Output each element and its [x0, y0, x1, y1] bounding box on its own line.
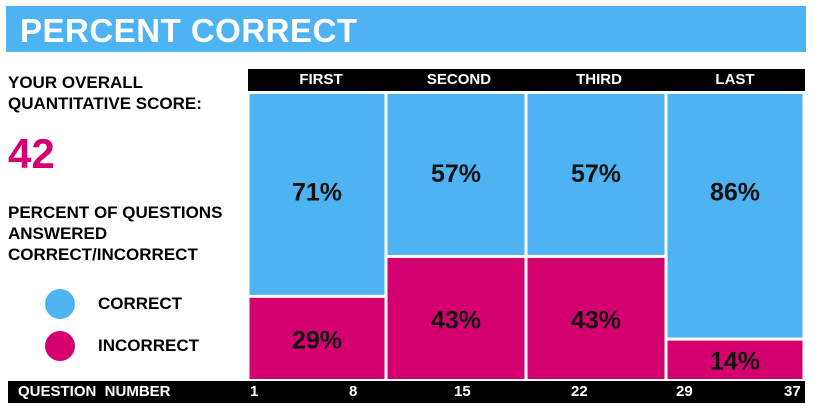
score-value: 42 [8, 130, 55, 177]
legend-label-correct: CORRECT [98, 294, 183, 313]
category-label-second: SECOND [426, 71, 492, 88]
data-label-correct-first: 71% [292, 179, 342, 207]
x-tick-29: 29 [676, 383, 693, 400]
bar-segment-correct-third [527, 94, 665, 255]
category-label-first: FIRST [299, 71, 343, 88]
data-label-correct-last: 86% [710, 179, 760, 207]
question-number-bar: QUESTION NUMBER 1 8 15 22 29 37 [8, 381, 805, 403]
x-tick-22: 22 [571, 383, 588, 400]
category-header-bar: FIRST SECOND THIRD LAST [248, 69, 805, 91]
page-title: PERCENT CORRECT [20, 12, 358, 49]
percent-label: PERCENT OF QUESTIONS ANSWERED CORRECT/IN… [8, 203, 223, 264]
category-label-last: LAST [715, 71, 755, 88]
x-tick-1: 1 [250, 383, 259, 400]
x-tick-15: 15 [454, 383, 471, 400]
bar-segment-incorrect-last [667, 340, 803, 379]
bar-segment-correct-second [387, 94, 525, 255]
legend-label-incorrect: INCORRECT [98, 336, 200, 355]
score-label: YOUR OVERALL QUANTITATIVE SCORE: [8, 73, 202, 113]
legend-dot-incorrect [45, 331, 75, 361]
category-label-third: THIRD [576, 71, 622, 88]
bar-segment-incorrect-first [249, 297, 385, 379]
title-banner: PERCENT CORRECT [6, 6, 806, 52]
x-axis-label: QUESTION NUMBER [18, 383, 171, 400]
bar-segment-correct-last [667, 94, 803, 338]
x-tick-37: 37 [784, 383, 801, 400]
x-tick-8: 8 [349, 383, 358, 400]
data-label-incorrect-first: 29% [292, 326, 342, 354]
bar-segment-incorrect-third [527, 257, 665, 379]
data-label-correct-second: 57% [431, 160, 481, 188]
data-label-correct-third: 57% [571, 160, 621, 188]
stacked-bar-chart: 71% 29% 57% 43% 57% 43% 86% 14% [249, 94, 803, 379]
legend-dot-correct [45, 289, 75, 319]
bar-segment-correct-first [249, 94, 385, 295]
data-label-incorrect-third: 43% [571, 306, 621, 334]
data-label-incorrect-last: 14% [710, 348, 760, 376]
bar-segment-incorrect-second [387, 257, 525, 379]
data-label-incorrect-second: 43% [431, 306, 481, 334]
